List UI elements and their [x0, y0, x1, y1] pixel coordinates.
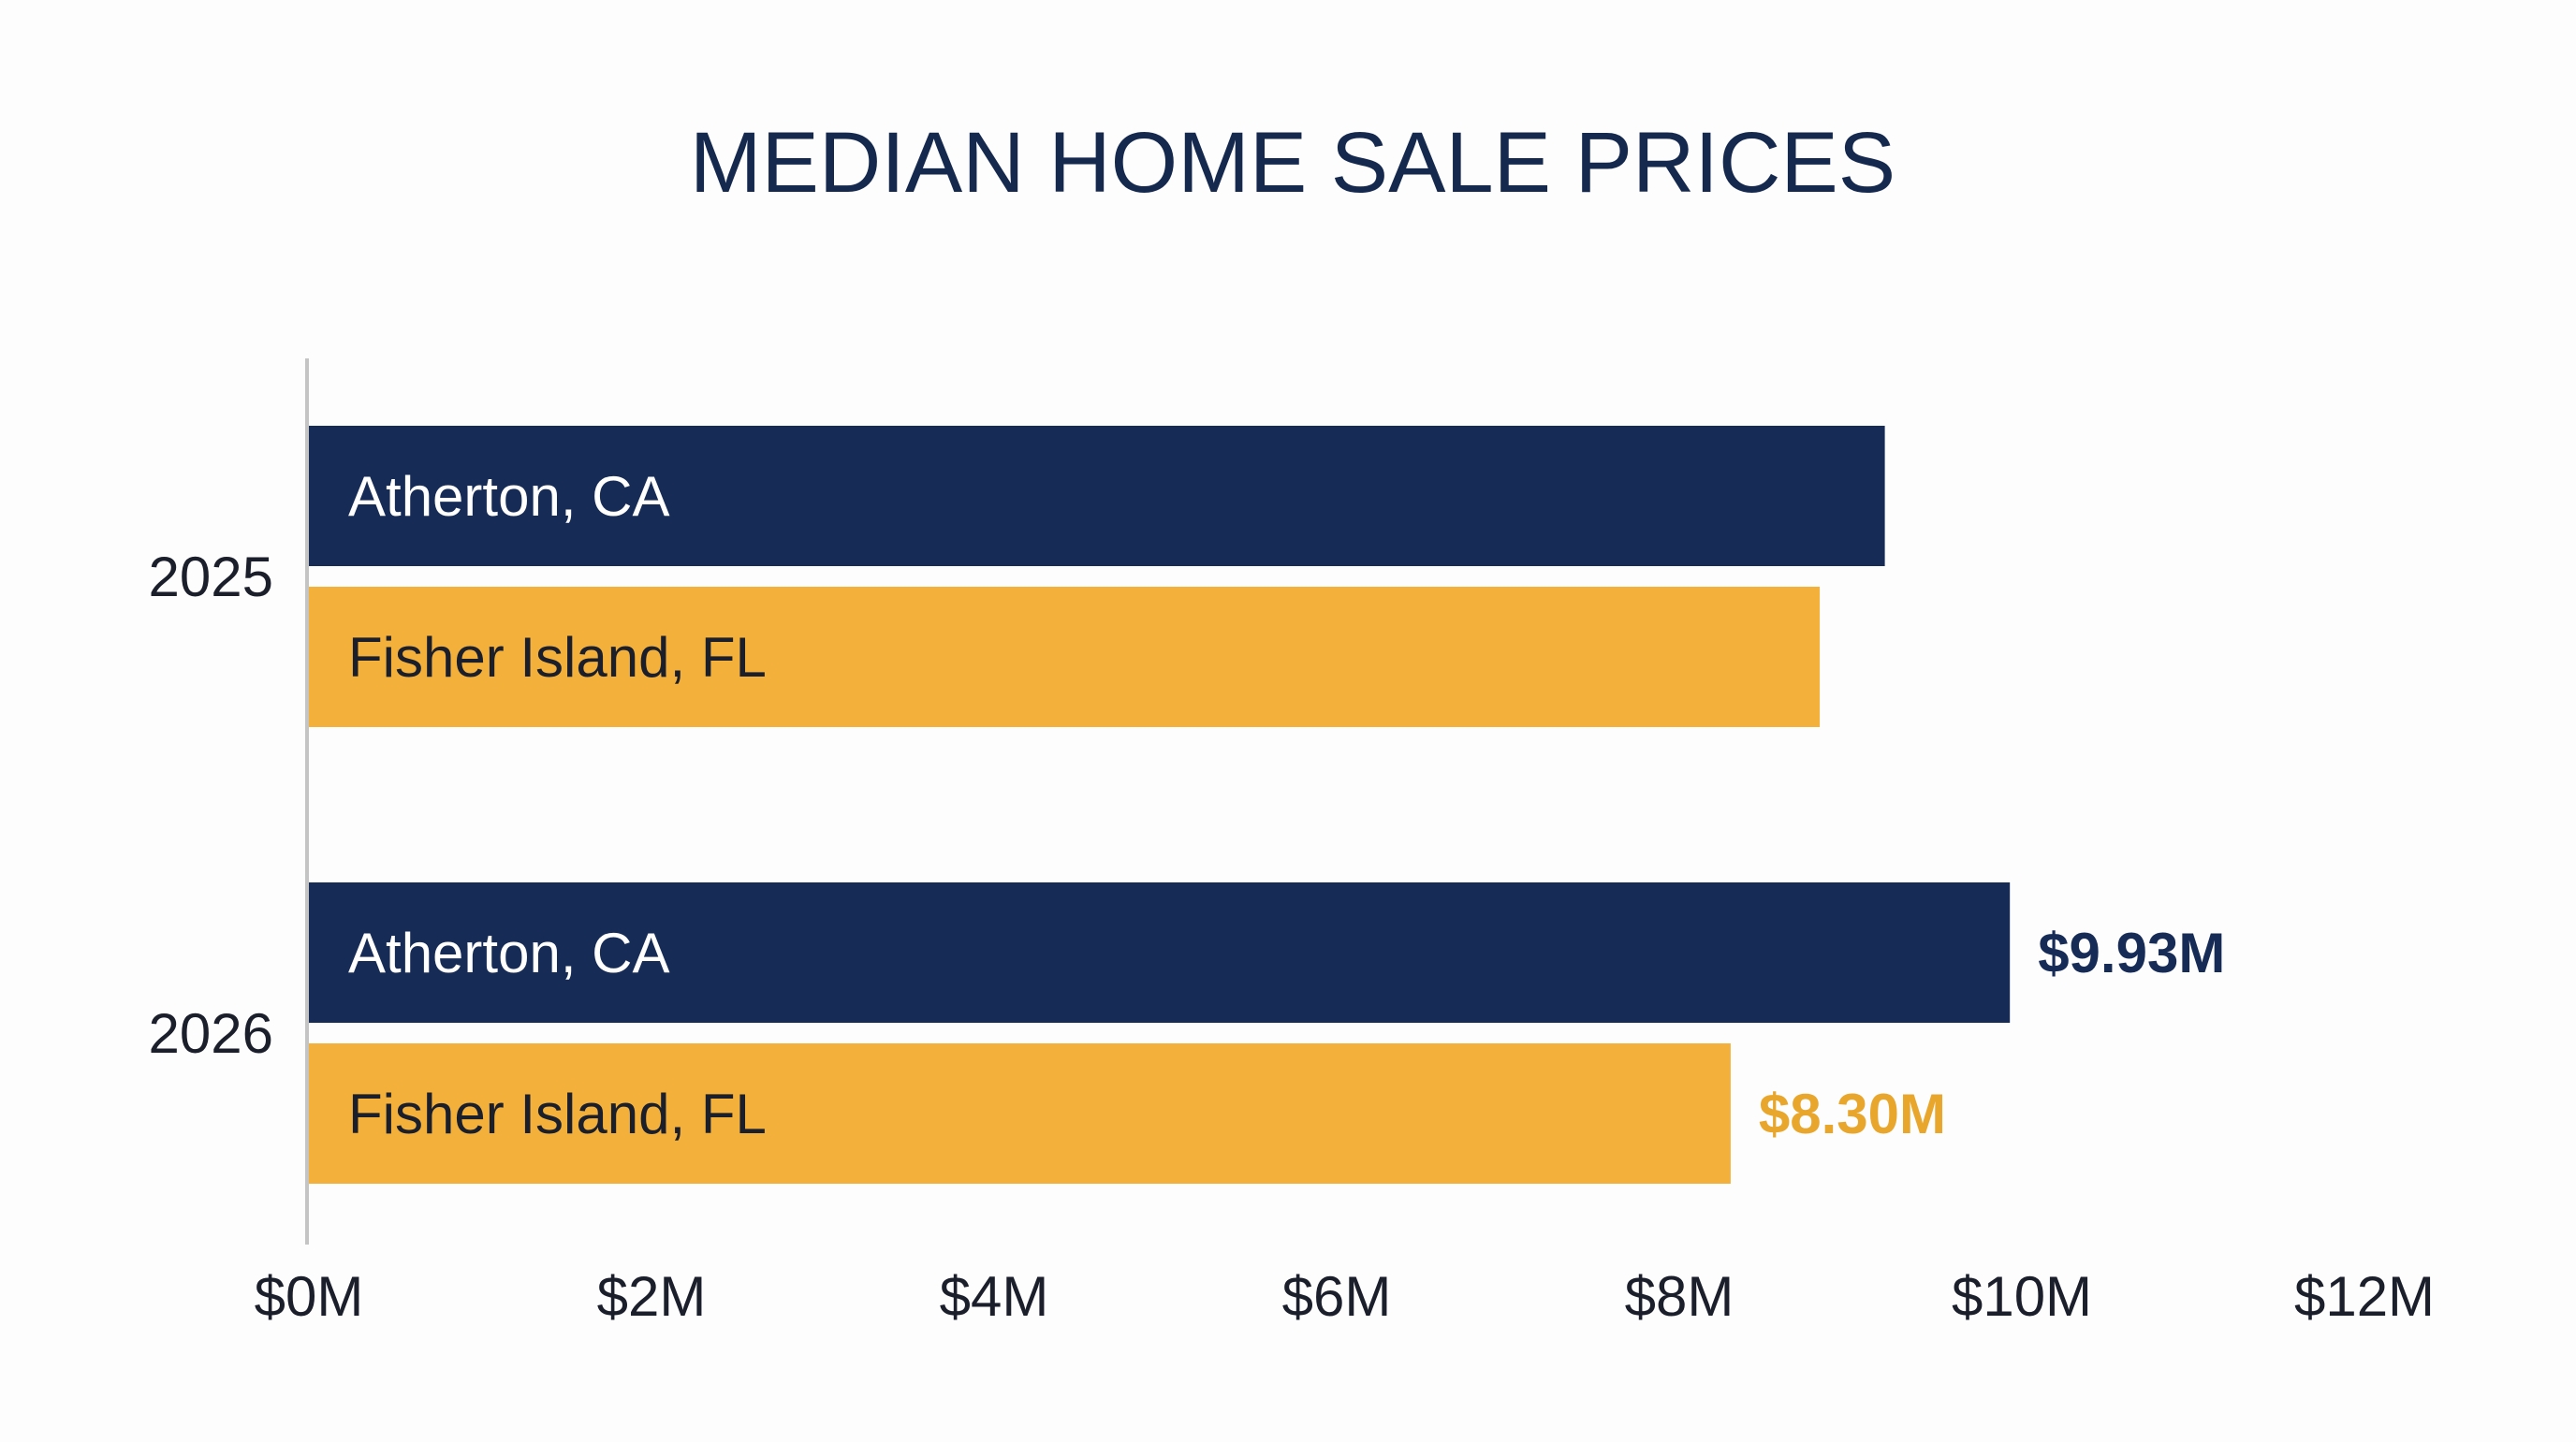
- y-tick-label-2026: 2026: [149, 1002, 273, 1065]
- x-axis-ticks: $0M $2M $4M $6M $8M $10M $12M: [255, 1265, 2435, 1328]
- bar-atherton-ca-2025: [309, 426, 1885, 566]
- data-label-fisher-island-fl-2026: $8.30M: [1759, 1083, 1946, 1145]
- bar-atherton-ca-2026: [309, 882, 2011, 1023]
- data-label-atherton-ca-2026: $9.93M: [2038, 922, 2225, 984]
- bar-label-fisher-island-fl-2026: Fisher Island, FL: [348, 1083, 767, 1145]
- bar-label-atherton-ca-2026: Atherton, CA: [348, 922, 670, 984]
- y-axis-labels: 2025 2026: [149, 546, 273, 1065]
- y-tick-label-2025: 2025: [149, 546, 273, 608]
- x-tick-label-4m: $4M: [940, 1265, 1049, 1328]
- x-tick-label-10m: $10M: [1952, 1265, 2092, 1328]
- bar-label-atherton-ca-2025: Atherton, CA: [348, 465, 670, 528]
- x-tick-label-0m: $0M: [255, 1265, 364, 1328]
- x-tick-label-6m: $6M: [1282, 1265, 1392, 1328]
- x-tick-label-12m: $12M: [2294, 1265, 2435, 1328]
- bar-fisher-island-fl-2025: [309, 587, 1821, 727]
- chart-title: MEDIAN HOME SALE PRICES: [690, 115, 1895, 211]
- x-tick-label-2m: $2M: [597, 1265, 707, 1328]
- bar-label-fisher-island-fl-2025: Fisher Island, FL: [348, 626, 767, 689]
- x-tick-label-8m: $8M: [1625, 1265, 1734, 1328]
- bar-fisher-island-fl-2026: [309, 1043, 1731, 1184]
- bars-layer: Atherton, CA Fisher Island, FL Atherton, C…: [309, 426, 2225, 1184]
